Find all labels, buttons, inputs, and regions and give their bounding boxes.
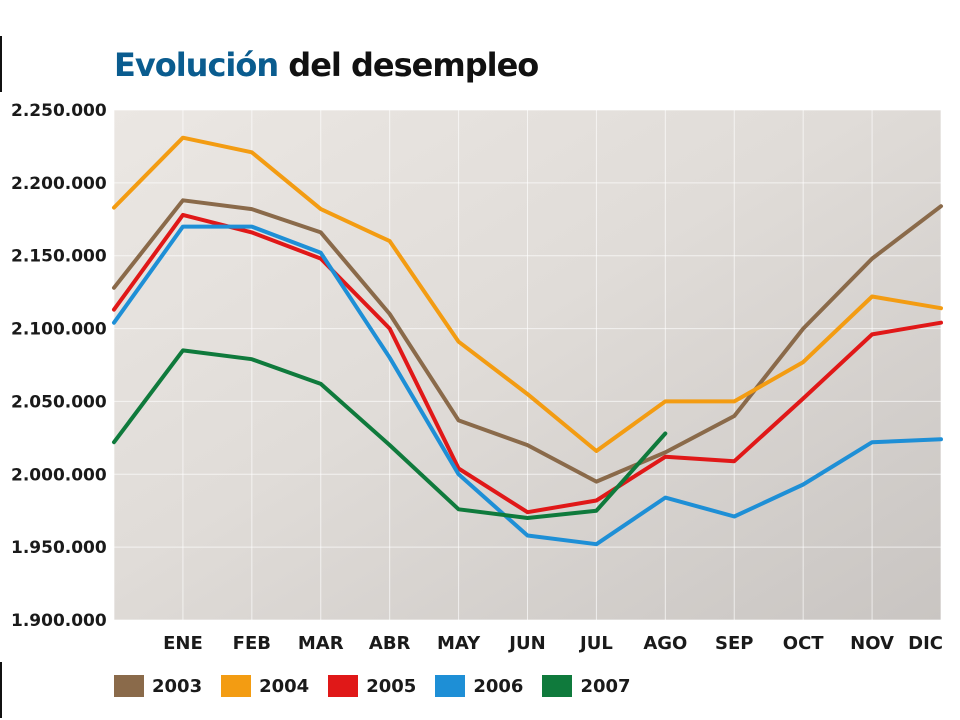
y-tick-label: 2.100.000 [11, 320, 107, 340]
x-tick-label: FEB [233, 633, 271, 654]
y-tick-label: 2.250.000 [11, 101, 107, 121]
legend-swatch [221, 675, 252, 697]
legend-label: 2007 [580, 675, 631, 697]
legend-label: 2004 [259, 675, 310, 697]
series-line-2006 [112, 224, 943, 547]
y-tick-label: 2.150.000 [11, 247, 107, 267]
chart-title-rest: del desempleo [288, 46, 539, 84]
legend-swatch [328, 675, 359, 697]
chart-title-highlight: Evolución [114, 46, 279, 84]
x-tick-label: JUL [578, 633, 613, 654]
y-axis: 1.900.000 1.950.000 2.000.000 2.050.000 2.10… [11, 101, 107, 631]
y-tick-label: 1.900.000 [11, 611, 107, 631]
legend-label: 2006 [473, 675, 524, 697]
legend-item-2007: 2007 [542, 675, 631, 697]
series-line-2003 [112, 198, 943, 484]
chart-title: Evolución del desempleo [114, 46, 539, 84]
legend-swatch [435, 675, 466, 697]
y-tick-label: 2.050.000 [11, 392, 107, 412]
y-tick-label: 2.200.000 [11, 174, 107, 194]
x-tick-label: OCT [783, 633, 825, 654]
x-tick-label: MAY [437, 633, 481, 654]
series-line-2004 [112, 135, 943, 453]
left-edge-mark-top [0, 36, 2, 92]
series-line-2005 [112, 212, 943, 515]
legend-item-2006: 2006 [435, 675, 523, 697]
x-axis: ENE FEB MAR ABR MAY JUN JUL AGO SEP OCT NOV DIC [163, 633, 943, 654]
grid [113, 109, 942, 621]
x-tick-label: ABR [369, 633, 411, 654]
x-tick-label: NOV [850, 633, 894, 654]
legend: 2003 2004 2005 2006 2007 [114, 672, 650, 700]
y-tick-label: 2.000.000 [11, 465, 107, 485]
left-edge-mark-bottom [0, 662, 2, 718]
legend-label: 2005 [366, 675, 417, 697]
legend-item-2005: 2005 [328, 675, 416, 697]
y-tick-label: 1.950.000 [11, 538, 107, 558]
legend-item-2004: 2004 [221, 675, 309, 697]
legend-swatch [542, 675, 573, 697]
series-line-2007 [112, 348, 668, 520]
series-lines [112, 135, 943, 547]
x-tick-label: ENE [163, 633, 203, 654]
x-tick-label: AGO [643, 633, 687, 654]
legend-swatch [114, 675, 144, 697]
x-tick-label: MAR [298, 633, 344, 654]
line-chart: 1.900.000 1.950.000 2.000.000 2.050.000 2.10… [11, 101, 943, 654]
legend-item-2003: 2003 [114, 675, 202, 697]
legend-label: 2003 [152, 675, 203, 697]
x-tick-label: SEP [715, 633, 753, 654]
x-tick-label: JUN [507, 633, 545, 654]
x-tick-label: DIC [908, 633, 943, 654]
